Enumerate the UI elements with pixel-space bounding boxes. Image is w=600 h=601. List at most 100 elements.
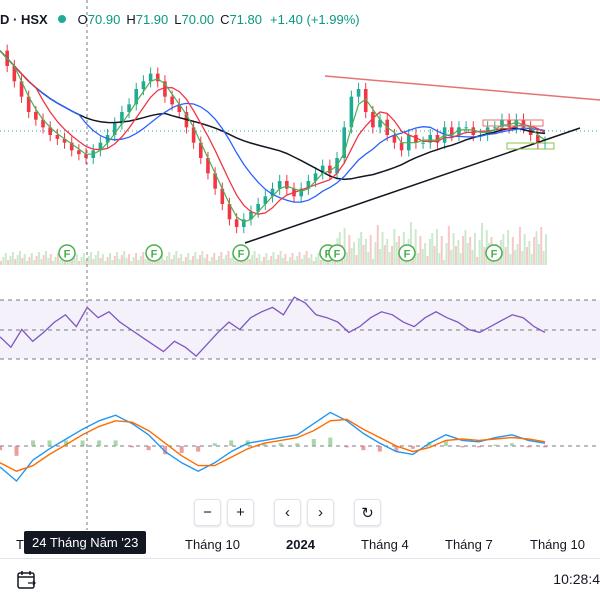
fund-marker-icon — [328, 244, 346, 262]
candle-body — [112, 123, 117, 135]
candle-body — [435, 135, 440, 143]
candle-body — [198, 142, 203, 158]
candle-body — [320, 165, 325, 174]
volume-bar — [274, 259, 277, 265]
volume-bar — [355, 255, 358, 265]
macd-hist-bar — [295, 443, 300, 446]
fund-marker-icon — [485, 244, 503, 262]
volume-bar — [16, 255, 19, 265]
volume-bar — [47, 258, 50, 265]
candle-body — [256, 204, 260, 212]
macd-panel — [0, 411, 600, 483]
volume-bar — [163, 260, 166, 265]
scroll-left-button[interactable]: ‹ — [274, 499, 301, 526]
volume-bar — [177, 258, 180, 265]
volume-bar — [184, 257, 187, 265]
zoom-in-button[interactable]: + — [227, 499, 254, 526]
fund-marker-glyph: F — [238, 249, 245, 261]
volume-bar — [362, 245, 365, 265]
volume-bar — [537, 244, 540, 265]
open-label: O — [77, 11, 88, 27]
volume-bar — [284, 254, 287, 265]
volume-bar — [21, 258, 24, 265]
volume-bar — [130, 261, 133, 265]
volume-bar — [234, 261, 237, 265]
candle-body — [378, 119, 382, 128]
volume-bar — [272, 252, 275, 265]
volume-bar — [156, 261, 159, 265]
volume-bar — [210, 257, 213, 265]
volume-bar — [196, 259, 199, 265]
crosshair-date-label: 24 Tháng Năm '23 — [24, 531, 147, 554]
volume-bar — [73, 258, 76, 265]
calendar-icon[interactable] — [16, 569, 38, 591]
volume-bar — [386, 239, 389, 265]
support-trendline — [244, 127, 581, 244]
volume-bar — [248, 259, 251, 265]
macd-hist-bar — [509, 443, 514, 446]
volume-bar — [52, 261, 55, 265]
volume-bar — [390, 246, 393, 265]
rsi-panel — [0, 296, 600, 360]
volume-bar — [232, 254, 235, 265]
fund-marker-glyph: F — [334, 249, 341, 261]
volume-bar — [345, 252, 348, 265]
volume-bar — [372, 259, 375, 265]
volume-bar — [327, 259, 329, 265]
candle-body — [141, 81, 146, 89]
volume-bar — [80, 257, 83, 265]
volume-bar — [483, 247, 486, 265]
volume-bar — [255, 258, 258, 265]
candle-body — [428, 135, 433, 143]
macd-hist-bar — [262, 443, 267, 446]
symbol-label: D · HSX — [0, 11, 48, 27]
chart-toolbar: − + ‹ › ↻ — [194, 499, 381, 526]
volume-bar — [182, 261, 185, 265]
volume-bar — [511, 237, 514, 265]
volume-bar — [222, 259, 225, 265]
volume-bar — [291, 253, 294, 265]
volume-bar — [376, 225, 379, 265]
candle-body — [170, 96, 174, 105]
volume-bar — [469, 237, 472, 265]
macd-hist-bar — [31, 440, 36, 446]
low-label: L — [174, 11, 182, 27]
volume-bar — [497, 257, 500, 265]
x-tick-label: Tháng 10 — [530, 537, 585, 552]
volume-bar — [414, 229, 417, 265]
volume-bar — [459, 253, 462, 265]
volume-bar — [350, 248, 353, 265]
volume-bar — [424, 243, 427, 265]
volume-bar — [229, 258, 232, 265]
volume-bar — [75, 254, 78, 265]
volume-bar — [440, 236, 443, 265]
candle-body — [206, 158, 210, 174]
volume-bar — [367, 252, 370, 265]
scroll-right-button[interactable]: › — [307, 499, 334, 526]
macd-hist-bar — [344, 446, 349, 448]
volume-bar — [369, 235, 372, 265]
time-axis[interactable]: T Tháng 10 2024 Tháng 4 Tháng 7 Tháng 10 — [0, 531, 600, 557]
volume-bar — [364, 239, 367, 265]
volume-bar — [471, 250, 474, 265]
candle-body — [328, 165, 332, 174]
candle-body — [26, 96, 31, 112]
candle-body — [277, 181, 282, 189]
volume-bar — [426, 256, 429, 265]
volume-bar — [40, 259, 43, 265]
candle-body — [464, 127, 468, 129]
volume-bar — [466, 243, 469, 265]
candle-body — [77, 150, 81, 155]
reset-chart-button[interactable]: ↻ — [354, 499, 381, 526]
volume-bar — [438, 253, 441, 265]
macd-hist-bar — [47, 440, 52, 446]
zoom-out-button[interactable]: − — [194, 499, 221, 526]
candle-body — [471, 127, 476, 135]
volume-bar — [82, 253, 85, 265]
volume-bar — [9, 256, 12, 265]
volume-bar — [310, 254, 313, 265]
volume-bar — [109, 253, 111, 265]
volume-bar — [478, 240, 481, 265]
